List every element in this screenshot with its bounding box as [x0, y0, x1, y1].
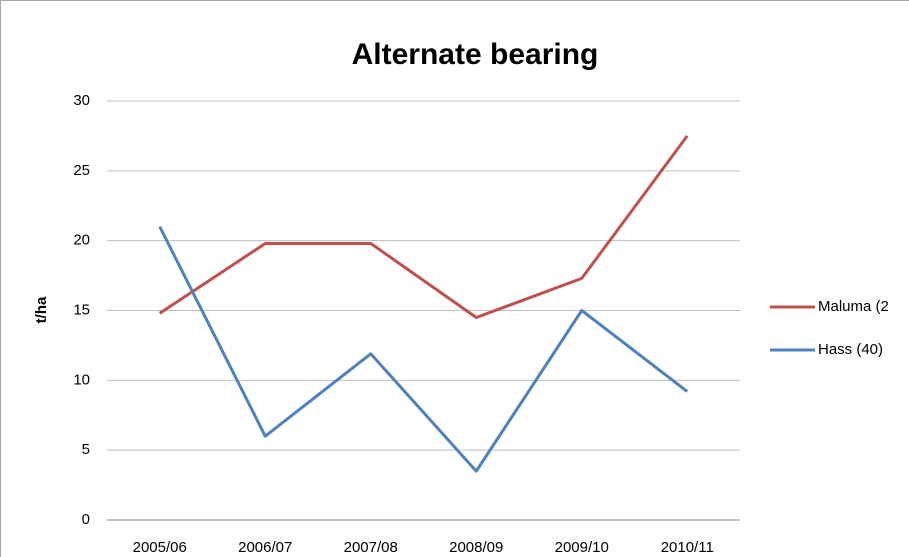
legend-label: Maluma (2 — [818, 298, 889, 315]
chart-title: Alternate bearing — [352, 38, 599, 71]
y-tick-label: 20 — [73, 232, 90, 249]
y-tick-label: 30 — [73, 92, 90, 109]
x-tick-label: 2009/10 — [555, 539, 609, 556]
legend-label: Hass (40) — [818, 341, 883, 358]
y-tick-label: 5 — [82, 441, 90, 458]
y-tick-label: 0 — [82, 511, 90, 528]
series-line — [158, 135, 689, 319]
y-tick-label: 15 — [73, 301, 90, 318]
y-tick-label: 25 — [73, 162, 90, 179]
x-tick-label: 2007/08 — [344, 539, 398, 556]
x-tick-label: 2010/11 — [661, 539, 714, 556]
x-tick-label: 2008/09 — [449, 539, 503, 556]
y-tick-label: 10 — [73, 371, 90, 388]
x-tick-label: 2006/07 — [238, 539, 292, 556]
x-tick-label: 2005/06 — [133, 539, 187, 556]
y-axis-label: t/ha — [33, 296, 50, 323]
series-line — [158, 226, 689, 473]
